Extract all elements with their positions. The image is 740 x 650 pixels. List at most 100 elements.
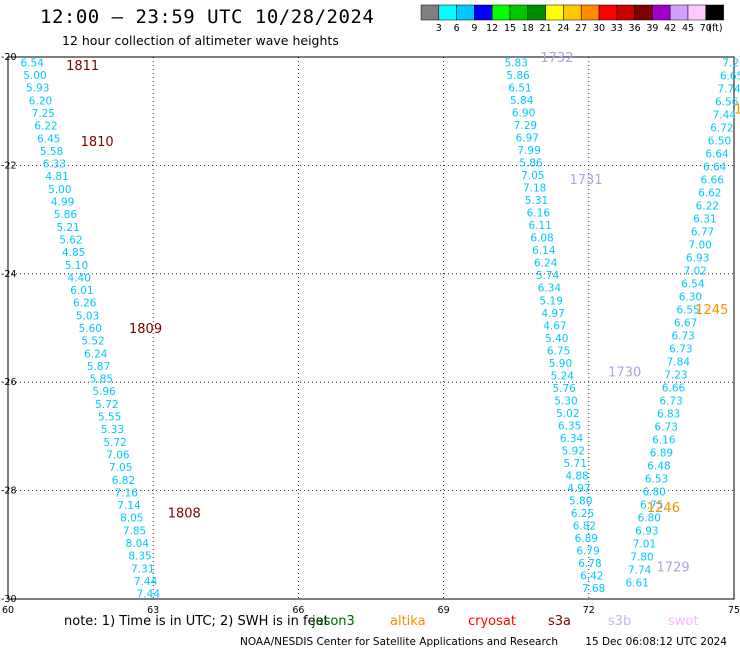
pass-time-label: 1731 (569, 173, 602, 188)
wave-height-value: 6.73 (659, 396, 682, 408)
wave-height-value: 4.99 (51, 197, 74, 209)
satellite-legend-s3b: s3b (608, 614, 631, 629)
legend-label: 9 (471, 23, 477, 34)
wave-height-value: 7.05 (521, 170, 544, 182)
pass-time-label: 1730 (608, 365, 641, 380)
wave-height-value: 5.33 (101, 424, 124, 436)
wave-height-value: 4.97 (541, 308, 564, 320)
wave-height-value: 5.90 (549, 358, 572, 370)
pass-time-label: 1811 (66, 59, 99, 74)
wave-height-value: 5.00 (23, 70, 46, 82)
wave-height-value: 6.26 (73, 298, 97, 310)
wave-height-value: 6.45 (37, 133, 60, 145)
page-title: 12:00 – 23:59 UTC 10/28/2024 (40, 6, 375, 28)
pass-time-label: 1245 (695, 303, 728, 318)
wave-height-value: 6.50 (708, 135, 731, 147)
wave-height-value: 6.34 (538, 283, 562, 295)
legend-swatch (509, 4, 529, 21)
wave-height-value: 6.20 (29, 95, 52, 107)
legend-label: 36 (629, 23, 641, 34)
wave-height-value: 7.80 (630, 552, 653, 564)
legend-swatch (669, 4, 689, 21)
wave-height-value: 5.86 (54, 209, 78, 221)
wave-height-value: 6.97 (516, 133, 539, 145)
wave-height-value: 6.77 (691, 227, 714, 239)
pass-time-label: 1246 (647, 501, 680, 516)
wave-height-value: 5.00 (48, 184, 71, 196)
wave-height-value: 7.05 (109, 462, 132, 474)
latitude-tick-label: -24 (1, 269, 17, 280)
wave-height-value: 7.00 (688, 240, 711, 252)
satellite-legend-swot: swot (668, 614, 698, 629)
wave-height-value: 6.75 (547, 345, 570, 357)
wave-height-value: 7.16 (115, 487, 139, 499)
legend-label: 6 (454, 23, 460, 34)
legend-unit: (ft) (708, 23, 722, 34)
wave-height-value: 7.44 (713, 109, 737, 121)
wave-height-value: 4.81 (45, 171, 68, 183)
wave-height-value: 6.89 (650, 448, 673, 460)
wave-height-value: 6.93 (686, 253, 709, 265)
legend-swatch (420, 4, 440, 21)
wave-height-value: 5.19 (540, 295, 563, 307)
legend-swatch (563, 4, 582, 21)
wave-height-value: 6.67 (674, 318, 697, 330)
latitude-tick-label: -30 (1, 594, 17, 605)
legend-label: 30 (593, 23, 605, 34)
wave-height-value: 7.23 (664, 370, 687, 382)
wave-height-value: 5.31 (525, 195, 548, 207)
wave-height-value: 6.31 (693, 214, 716, 226)
wave-height-value: 6.42 (580, 571, 603, 583)
wave-height-value: 7.31 (131, 563, 154, 575)
wave-height-value: 6.24 (84, 348, 108, 360)
wave-height-value: 6.61 (626, 578, 649, 590)
wave-height-value: 5.40 (545, 333, 568, 345)
wave-height-value: 6.73 (669, 344, 692, 356)
legend-label: 24 (557, 23, 569, 34)
wave-height-value: 4.67 (543, 320, 566, 332)
wave-height-value: 6.62 (698, 188, 721, 200)
wave-height-value: 6.34 (560, 433, 584, 445)
wave-height-value: 7.44 (137, 589, 161, 601)
wave-height-value: 5.62 (59, 234, 82, 246)
wave-height-value: 6.16 (527, 208, 551, 220)
wave-height-value: 5.80 (569, 496, 592, 508)
legend-label: 39 (646, 23, 658, 34)
satellite-legend-s3a: s3a (548, 614, 571, 629)
footer-credit: NOAA/NESDIS Center for Satellite Applica… (240, 636, 558, 648)
longitude-tick-label: 63 (147, 605, 159, 616)
wave-height-tracks: 6.545.005.936.207.256.226.455.586.334.81… (21, 57, 740, 600)
wave-height-value: 5.83 (505, 57, 528, 69)
wave-height-value: 7.01 (633, 539, 656, 551)
latitude-tick-label: -20 (1, 52, 17, 63)
wave-height-value: 4.88 (565, 471, 588, 483)
wave-height-value: 8.04 (126, 538, 150, 550)
pass-time-label: 1808 (168, 506, 201, 521)
wave-height-value: 5.03 (76, 310, 99, 322)
wave-height-value: 7.02 (684, 266, 707, 278)
longitude-tick-label: 66 (292, 605, 304, 616)
pass-time-label: 1809 (129, 322, 162, 337)
wave-height-value: 6.22 (34, 121, 57, 133)
page-subtitle: 12 hour collection of altimeter wave hei… (62, 33, 339, 48)
wave-height-value: 6.89 (575, 533, 598, 545)
wave-height-value: 7.99 (517, 145, 540, 157)
footer-timestamp: 15 Dec 06:08:12 UTC 2024 (585, 636, 727, 648)
legend-swatch (456, 4, 475, 21)
wave-height-value: 7.14 (117, 500, 141, 512)
legend-swatch (474, 4, 493, 21)
legend-swatch (580, 4, 600, 21)
wave-height-value: 5.96 (92, 386, 116, 398)
legend-swatch (438, 4, 457, 21)
wave-height-value: 5.92 (562, 445, 585, 457)
legend-swatch (634, 4, 653, 21)
longitude-tick-label: 72 (583, 605, 595, 616)
wave-height-value: 5.71 (564, 458, 587, 470)
wave-height-value: 5.30 (554, 395, 577, 407)
footer: note: 1) Time is in UTC; 2) SWH is in fe… (64, 614, 727, 648)
legend-swatch (598, 4, 618, 21)
wave-height-value: 6.90 (512, 107, 535, 119)
longitude-tick-label: 75 (728, 605, 740, 616)
wave-height-value: 6.01 (70, 285, 93, 297)
